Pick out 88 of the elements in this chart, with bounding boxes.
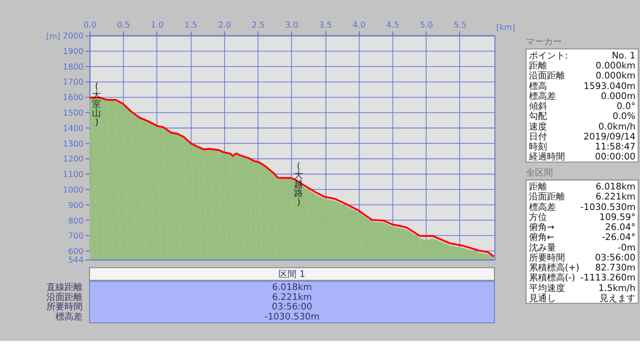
text: 26.04° xyxy=(605,223,636,234)
text: 1593.040m xyxy=(584,82,636,92)
x-tick-label: 2.5 xyxy=(252,20,265,30)
text: 0.000km xyxy=(596,72,636,82)
x-tick-label: 3.0 xyxy=(285,20,298,30)
text: 0.0% xyxy=(612,112,636,122)
text: 累積標高(-) xyxy=(528,272,576,284)
text: 俯角← xyxy=(528,232,555,244)
text: 6.221km xyxy=(596,192,636,203)
text: 沈み量 xyxy=(528,242,556,254)
text: 見通し xyxy=(528,292,556,304)
text: 109.59° xyxy=(599,212,636,223)
text: 全区間 xyxy=(526,167,554,178)
x-tick-label: 0.0 xyxy=(83,20,96,30)
text: -1030.530m xyxy=(264,312,320,323)
text: 6.221km xyxy=(272,292,312,303)
y-tick-label: 1000 xyxy=(62,184,84,194)
text: -0m xyxy=(618,243,636,254)
x-tick-label: 5.0 xyxy=(420,20,433,30)
x-tick-label: 0.5 xyxy=(117,20,130,30)
x-tick-label: 5.5 xyxy=(454,20,467,30)
x-tick-label: 4.0 xyxy=(352,20,366,30)
text: 時刻 xyxy=(528,142,547,153)
y-tick-label: 1700 xyxy=(62,76,84,87)
text: -1030.530m xyxy=(580,202,636,213)
text: 日付 xyxy=(528,131,547,142)
text: 平均速度 xyxy=(528,282,565,294)
y-tick-label: 544 xyxy=(68,254,84,265)
text: 速度 xyxy=(528,121,547,132)
text: 0.000km xyxy=(596,62,636,72)
annotation: (大越路) xyxy=(294,162,304,208)
text: 6.018km xyxy=(272,282,312,293)
text: 沿面距離 xyxy=(528,192,565,203)
text: 方位 xyxy=(528,212,547,223)
y-tick-label: 900 xyxy=(68,200,84,210)
text: 所要時間 xyxy=(46,302,82,313)
text: 距離 xyxy=(528,182,547,193)
text: 傾斜 xyxy=(528,101,547,112)
text: 勾配 xyxy=(528,111,547,122)
y-tick-label: 1800 xyxy=(62,61,84,72)
y-tick-label: 1600 xyxy=(62,92,84,102)
text: ポイント: xyxy=(528,52,568,62)
y-tick-label: 1900 xyxy=(62,46,84,56)
text: 00:00:00 xyxy=(594,152,636,163)
y-tick-label: 600 xyxy=(68,246,84,256)
text: 標高 xyxy=(528,80,547,92)
x-tick-label: 2.0 xyxy=(218,20,231,30)
y-axis-title: [m] xyxy=(46,30,60,41)
text: 0.000m xyxy=(600,92,636,102)
x-axis-title: [km] xyxy=(496,22,516,32)
y-tick-label: 1400 xyxy=(62,122,84,133)
y-tick-label: 700 xyxy=(68,230,84,241)
text: 標高差 xyxy=(528,202,556,213)
text: 11:58:47 xyxy=(594,142,636,153)
y-tick-label: 2000 xyxy=(62,30,84,41)
y-tick-label: 1500 xyxy=(62,108,84,118)
y-tick-label: 800 xyxy=(68,215,84,226)
text: マーカー xyxy=(526,37,562,48)
text: 沿面距離 xyxy=(46,292,82,303)
text: 直線距離 xyxy=(46,282,82,293)
text: 見えます xyxy=(599,292,636,304)
text: 区間 1 xyxy=(278,269,306,280)
text: 03:56:00 xyxy=(272,302,312,313)
text: 俯角→ xyxy=(528,222,555,234)
text: 累積標高(+) xyxy=(528,262,580,274)
x-tick-label: 1.5 xyxy=(184,20,198,30)
x-tick-label: 4.5 xyxy=(386,20,400,30)
text: 距離 xyxy=(528,60,547,72)
text: -26.04° xyxy=(602,233,636,244)
text: 沿面距離 xyxy=(528,70,565,82)
x-tick-label: 1.0 xyxy=(150,20,164,30)
y-tick-label: 1100 xyxy=(62,169,84,180)
text: 2019/09/14 xyxy=(584,132,636,142)
text: 1.5km/h xyxy=(598,284,636,294)
text: 経過時間 xyxy=(528,152,565,163)
text: No. 1 xyxy=(612,52,636,62)
x-tick-label: 3.5 xyxy=(319,20,332,30)
text: 標高差 xyxy=(528,90,556,102)
text: 03:56:00 xyxy=(594,253,636,264)
text: 0.0km/h xyxy=(598,122,636,132)
text: -1113.260m xyxy=(580,274,636,284)
text: 6.018km xyxy=(596,182,636,193)
text: 所要時間 xyxy=(528,252,565,264)
y-tick-label: 1300 xyxy=(62,138,84,148)
text: 標高差 xyxy=(55,312,82,323)
text: 82.730m xyxy=(595,264,636,274)
text: 0.0° xyxy=(616,102,636,112)
y-tick-label: 1200 xyxy=(62,154,84,164)
